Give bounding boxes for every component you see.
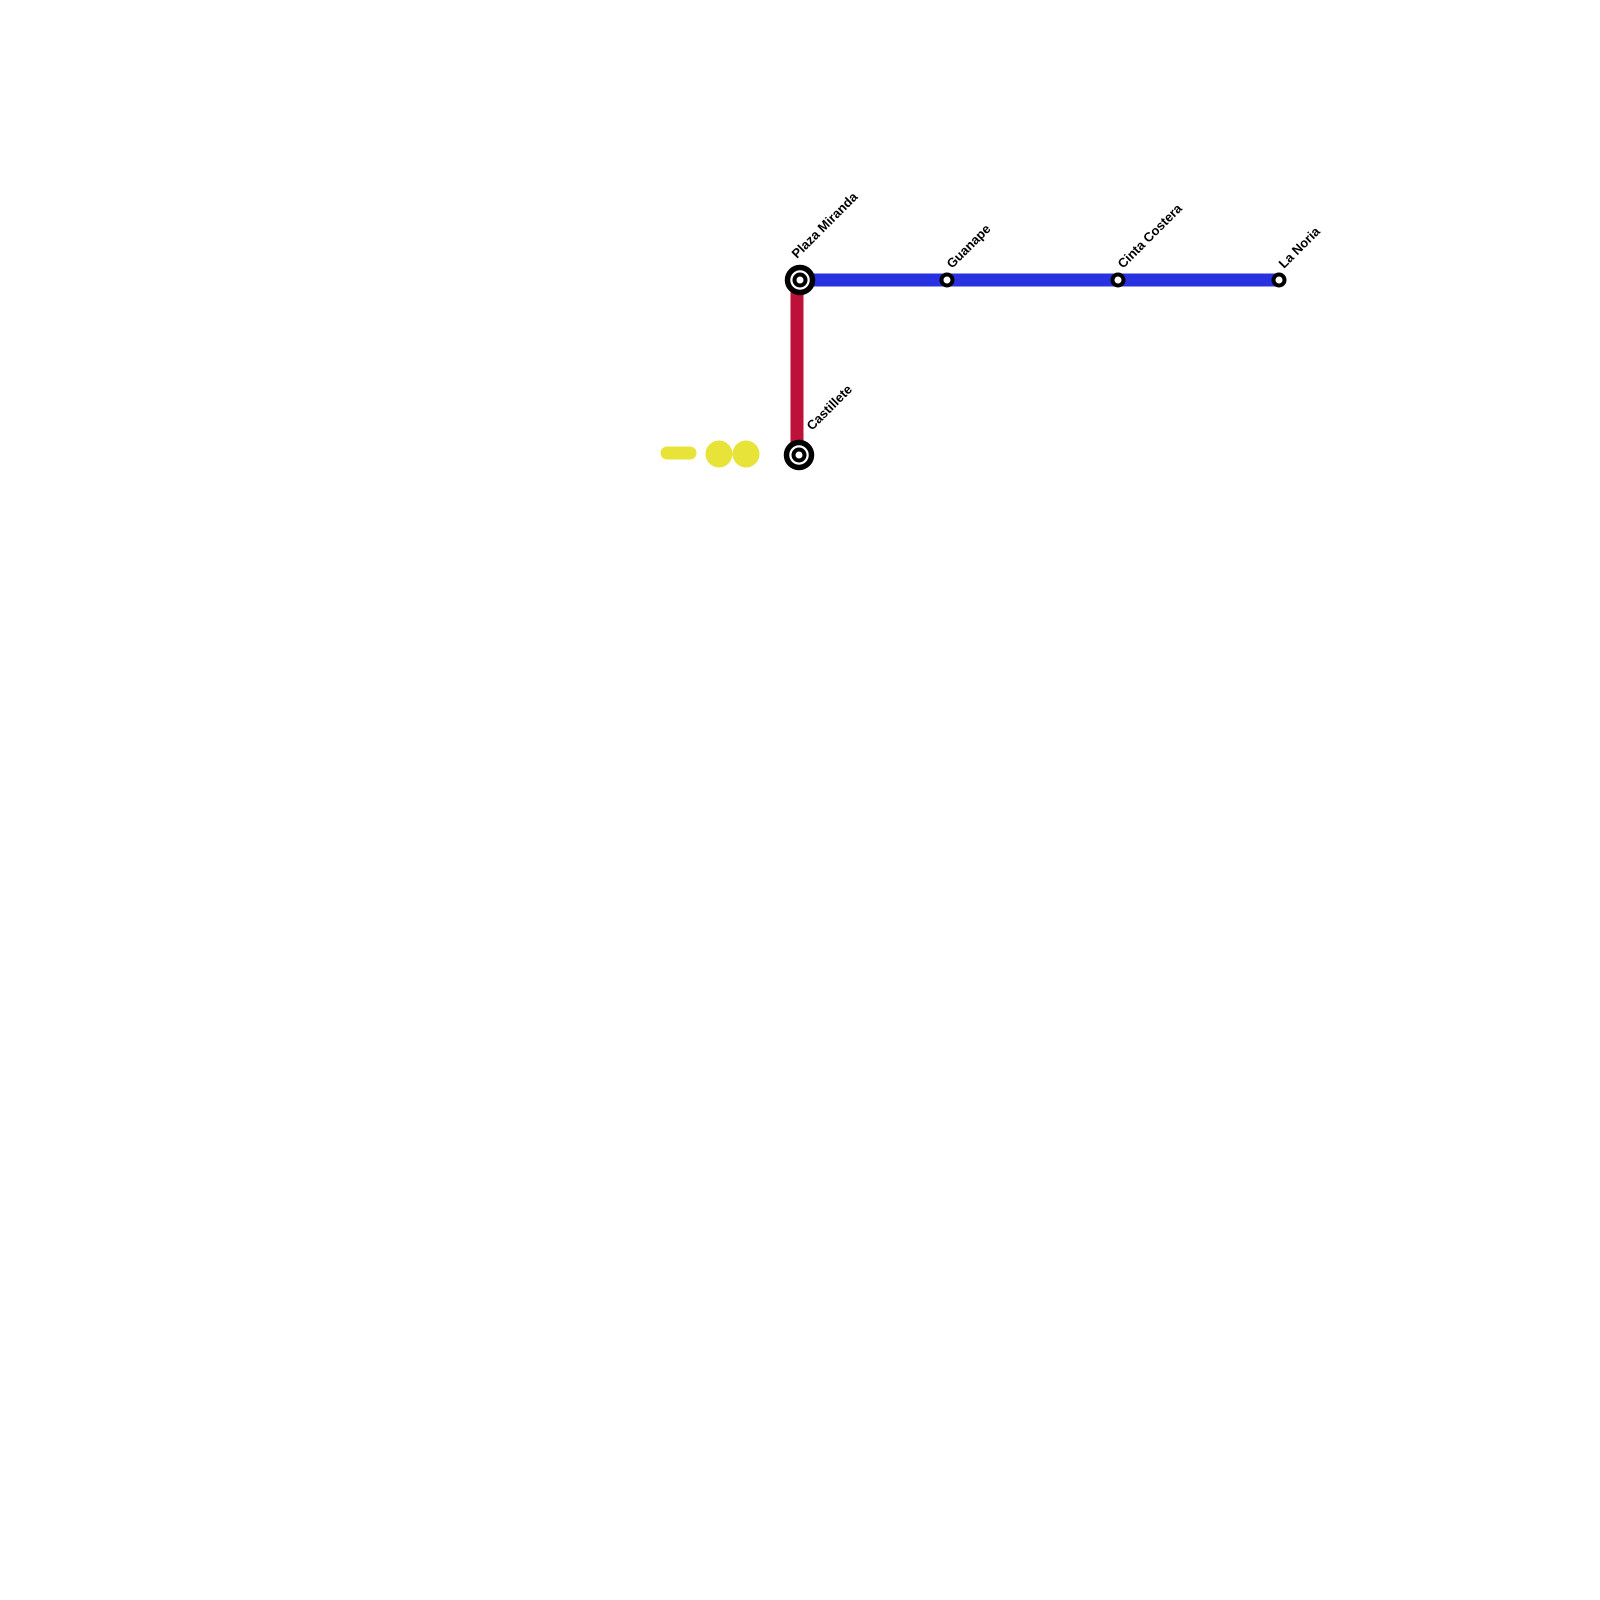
station-marker-guanape[interactable]: [939, 272, 955, 288]
station-label-plaza-miranda: Plaza Miranda: [789, 189, 861, 261]
station-marker-inner-castillete: [791, 447, 807, 463]
station-marker-la-noria[interactable]: [1271, 272, 1287, 288]
station-marker-inner-plaza-miranda: [792, 272, 808, 288]
station-label-castillete: Castillete: [804, 382, 855, 433]
station-label-la-noria: La Noria: [1276, 223, 1324, 271]
station-label-cinta-costera: Cinta Costera: [1115, 200, 1186, 271]
station-label-guanape: Guanape: [944, 221, 994, 271]
yellow-dot-2[interactable]: [732, 440, 760, 468]
station-marker-cinta-costera[interactable]: [1110, 272, 1126, 288]
yellow-dot-1[interactable]: [705, 440, 733, 468]
